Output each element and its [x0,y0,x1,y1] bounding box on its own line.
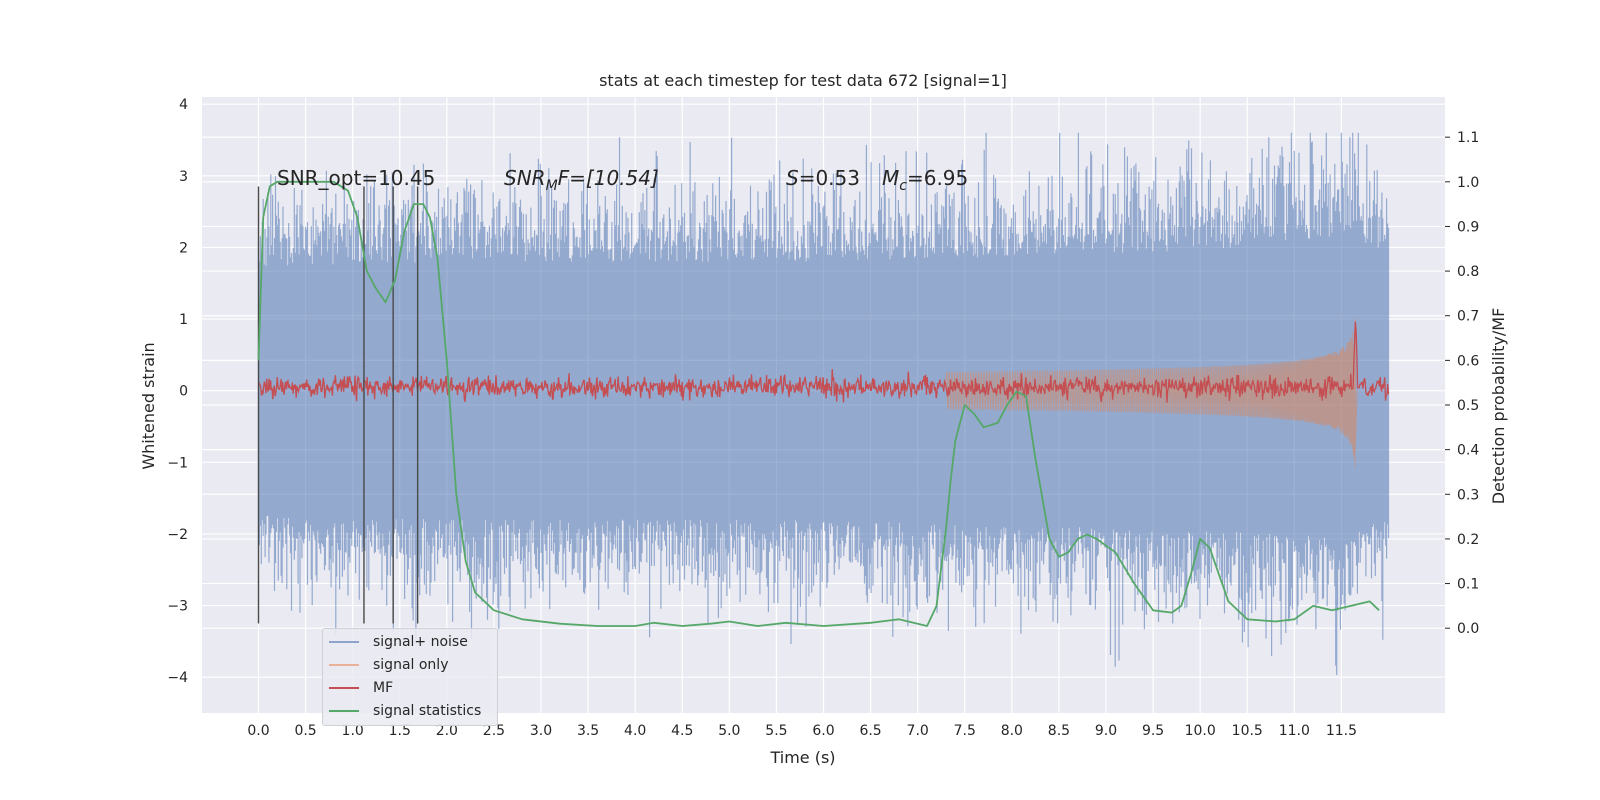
legend-swatch [329,687,359,689]
y2-tick-label: 0.9 [1457,219,1479,235]
s-annotation: S=0.53 [786,166,860,190]
x-tick-label: 3.5 [577,723,599,739]
x-tick-label: 4.0 [624,723,646,739]
x-tick-label: 9.0 [1095,723,1117,739]
mf-line [257,321,1390,403]
snr-mf-symbol: SNR [504,166,546,190]
y-tick-label: 4 [179,97,188,113]
x-tick-label: 8.5 [1048,723,1070,739]
mc-subscript: c [899,178,907,194]
y2-tick-label: 0.8 [1457,264,1479,280]
x-tick-label: 4.5 [671,723,693,739]
x-tick-label: 10.5 [1232,723,1263,739]
y2-tick-label: 0.5 [1457,398,1479,414]
legend-item-signal-statistics: signal statistics [329,700,481,722]
y2-tick-label: 0.3 [1457,487,1479,503]
mc-annotation: Mc=6.95 [882,166,968,194]
mf-series [257,321,1390,403]
legend-item-signal-noise: signal+ noise [329,631,468,653]
y2-tick-label: 0.6 [1457,353,1479,369]
y2-tick-label: 0.2 [1457,532,1479,548]
legend-swatch [329,641,359,643]
legend-swatch [329,710,359,712]
x-tick-labels: 0.0 0.5 1.0 1.5 2.0 2.5 3.0 3.5 4.0 4.5 5.0 5.5 6.0 6… [247,723,1357,739]
y-tick-label: −2 [167,527,188,543]
x-tick-label: 9.5 [1142,723,1164,739]
x-tick-label: 7.0 [907,723,929,739]
y-tick-label: 2 [179,240,188,256]
legend: signal+ noise signal only MF signal stat… [322,628,498,726]
y-tick-label: −1 [167,455,188,471]
signal-statistics-line [257,180,1380,627]
y-tick-label: −4 [167,670,188,686]
x-axis-label: Time (s) [769,748,835,767]
s-value: =0.53 [799,166,860,190]
x-tick-label: 5.5 [765,723,787,739]
x-tick-label: 11.0 [1279,723,1310,739]
y-tick-label: 1 [179,312,188,328]
s-symbol: S [786,166,799,190]
chart-title: stats at each timestep for test data 672… [599,71,1007,90]
y-tick-labels: 4 3 2 1 0 −1 −2 −3 −4 [167,97,188,686]
snr-mf-value: F=[10.54] [558,166,659,190]
snr-mf-subscript: M [546,178,558,194]
y2-tick-labels: 1.1 1.0 0.9 0.8 0.7 0.6 0.5 0.4 0.3 0.2 0.1 0.0 [1445,130,1479,637]
signal-statistics-series [257,180,1380,627]
x-tick-label: 1.5 [389,723,411,739]
y2-tick-label: 1.1 [1457,130,1479,146]
legend-item-mf: MF [329,677,393,699]
legend-label: signal+ noise [373,634,468,650]
mc-symbol: M [882,166,899,190]
y-axis-label: Whitened strain [139,342,158,469]
x-tick-label: 2.0 [436,723,458,739]
y2-tick-label: 1.0 [1457,175,1479,191]
y-tick-label: 0 [179,384,188,400]
legend-swatch [329,664,359,666]
x-tick-label: 6.5 [859,723,881,739]
y-tick-label: 3 [179,169,188,185]
x-tick-label: 5.0 [718,723,740,739]
snr-mf-annotation: SNRMF=[10.54] [504,166,659,194]
x-tick-label: 2.5 [483,723,505,739]
x-tick-label: 0.5 [294,723,316,739]
snr-opt-annotation: SNR_opt=10.45 [277,166,435,190]
x-tick-label: 6.0 [812,723,834,739]
legend-label: signal statistics [373,703,482,719]
legend-item-signal-only: signal only [329,654,448,676]
x-tick-label: 8.0 [1001,723,1023,739]
x-tick-label: 10.0 [1185,723,1216,739]
y-tick-label: −3 [167,599,188,615]
y2-axis-label: Detection probability/MF [1489,308,1508,505]
y2-tick-label: 0.1 [1457,577,1479,593]
y2-tick-label: 0.7 [1457,309,1479,325]
x-tick-label: 11.5 [1326,723,1357,739]
x-tick-label: 7.5 [954,723,976,739]
mc-value: =6.95 [907,166,968,190]
legend-label: MF [373,680,394,696]
y2-tick-label: 0.4 [1457,443,1479,459]
legend-label: signal only [373,657,449,673]
x-tick-label: 0.0 [247,723,269,739]
x-tick-label: 1.0 [342,723,364,739]
x-tick-label: 3.0 [530,723,552,739]
y2-tick-label: 0.0 [1457,621,1479,637]
